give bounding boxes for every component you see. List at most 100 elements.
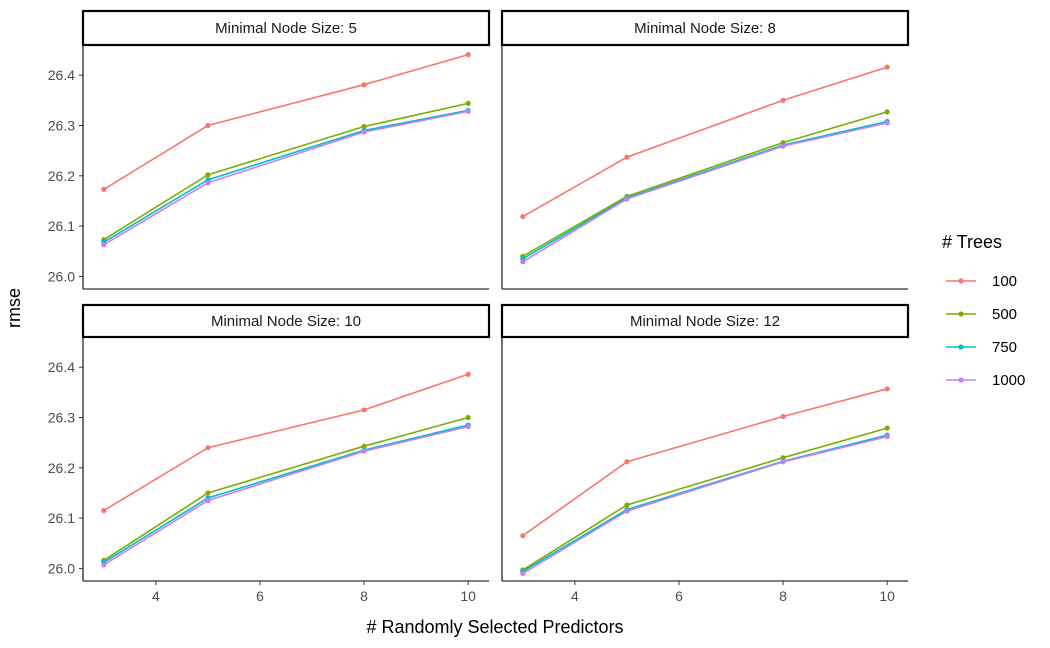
data-point-100 [520,213,526,220]
data-point-100 [624,154,630,160]
y-tick-label: 26.1 [48,218,75,234]
data-point-100 [101,186,107,192]
legend-item: 750 [946,339,1017,356]
data-point-100 [780,413,786,420]
legend-key-point [958,278,964,284]
series-line-500 [522,111,888,257]
legend-item: 100 [946,273,1017,290]
data-point-500 [465,100,471,106]
x-tick-label: 4 [152,588,160,604]
data-point-100 [520,533,526,539]
series-line-1000 [522,435,888,575]
legend-key-point [958,311,964,317]
x-axis-title: # Randomly Selected Predictors [366,617,623,637]
y-tick-label: 26.0 [48,268,75,284]
series-line-750 [103,109,469,243]
facet-strip [500,9,910,47]
series-line-100 [103,53,469,191]
y-tick-label: 26.4 [48,67,75,83]
legend-key-point [958,377,964,383]
y-tick-label: 26.2 [48,168,75,184]
data-point-100 [205,445,211,451]
series-line-1000 [103,110,469,246]
data-point-1000 [624,196,630,202]
facet-panel: Minimal Node Size: 8 [500,9,910,290]
y-axis-title: rmse [4,288,24,328]
y-tick-label: 26.0 [48,560,75,576]
data-point-500 [205,490,211,496]
data-point-1000 [361,448,367,454]
facet-panel: Minimal Node Size: 10 26.0 26.1 26.2 26.3 26.… [48,303,491,604]
series-line-1000 [522,122,888,263]
data-point-1000 [520,570,526,577]
legend-label: 100 [992,273,1017,290]
facet-title: Minimal Node Size: 5 [215,20,357,37]
series-line-750 [103,424,469,564]
facet-title: Minimal Node Size: 10 [211,313,361,330]
data-point-1000 [884,434,890,440]
series-line-100 [522,66,888,218]
legend-label: 750 [992,339,1017,356]
legend-key-point [958,344,964,350]
data-point-1000 [465,423,471,430]
data-point-500 [465,414,471,421]
data-point-500 [624,502,630,508]
facet-panel: Minimal Node Size: 12 4 6 8 10 [500,303,910,604]
data-point-1000 [520,259,526,265]
data-point-100 [884,64,890,70]
facet-title: Minimal Node Size: 12 [630,313,780,330]
legend-label: 500 [992,306,1017,323]
y-tick-label: 26.2 [48,460,75,476]
x-tick-label: 8 [779,588,787,604]
data-point-100 [624,459,630,465]
data-point-100 [361,407,367,413]
series-line-1000 [103,425,469,566]
series-line-500 [103,416,469,562]
data-point-1000 [101,242,107,248]
y-tick-label: 26.1 [48,510,75,526]
data-point-500 [884,109,890,115]
data-point-1000 [884,120,890,126]
y-tick-label: 26.3 [48,117,75,133]
data-point-1000 [465,108,471,115]
facet-strip [81,9,491,47]
facet-strip [81,303,491,339]
data-point-1000 [624,508,630,514]
data-point-500 [361,443,367,449]
x-tick-label: 8 [360,588,368,604]
y-tick-label: 26.3 [48,409,75,425]
series-line-100 [522,388,888,537]
legend: # Trees 100 500 750 1000 [942,232,1025,389]
y-tick-label: 26.4 [48,359,75,375]
data-point-1000 [780,459,786,465]
x-tick-label: 6 [256,588,264,604]
series-line-750 [522,120,888,260]
data-point-100 [205,122,211,129]
legend-label: 1000 [992,372,1025,389]
series-line-500 [522,427,888,571]
data-point-100 [780,97,786,103]
data-point-500 [205,172,211,178]
x-tick-label: 6 [675,588,683,604]
x-tick-label: 10 [879,588,895,604]
data-point-500 [361,123,367,130]
facet-panel: Minimal Node Size: 5 26.0 26.1 26.2 26.3 26.4 [48,9,491,290]
legend-title: # Trees [942,232,1002,252]
facet-title: Minimal Node Size: 8 [634,20,776,37]
data-point-100 [361,82,367,88]
x-tick-label: 4 [571,588,579,604]
legend-item: 500 [946,306,1017,323]
data-point-1000 [780,143,786,149]
data-point-100 [884,386,890,392]
data-point-1000 [101,562,107,568]
data-point-1000 [205,497,211,504]
facet-strip [500,303,910,339]
data-point-500 [884,425,890,431]
series-line-500 [103,102,469,241]
series-line-750 [522,434,888,573]
data-point-100 [465,371,471,377]
series-line-100 [103,373,469,512]
legend-item: 1000 [946,372,1025,389]
data-point-100 [465,51,471,58]
x-tick-label: 10 [460,588,476,604]
